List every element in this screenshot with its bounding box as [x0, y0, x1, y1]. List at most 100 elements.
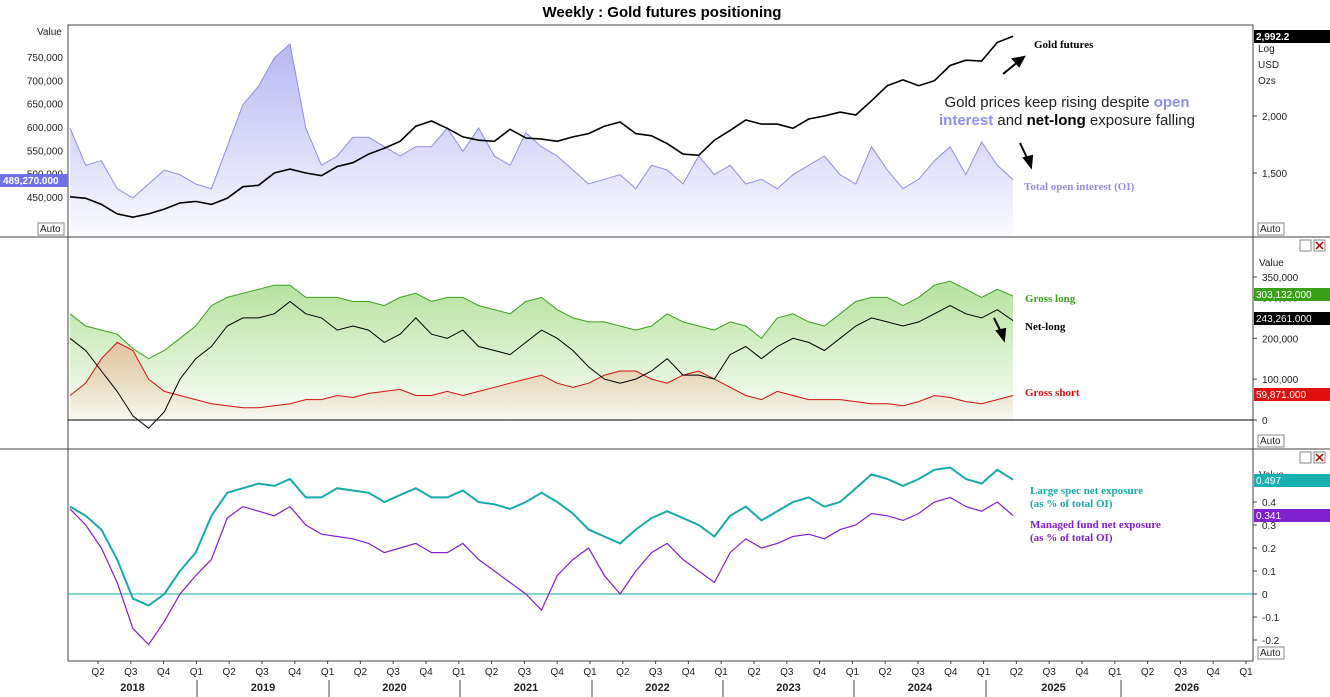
panel-bottom-frame: [67, 448, 1254, 662]
x-quarter-label: Q1: [715, 667, 729, 678]
p3-ls-tag: 0.497: [1256, 476, 1281, 487]
p3-restore-button[interactable]: [1299, 451, 1312, 464]
x-quarter-label: Q3: [780, 667, 794, 678]
note-text-3: exposure falling: [1090, 112, 1195, 129]
p1-auto-label-right: Auto: [1260, 224, 1281, 235]
x-quarter-label: Q2: [354, 667, 368, 678]
oi-area: [70, 44, 1013, 236]
note-bold-netlong: net-long: [1027, 112, 1086, 129]
x-quarter-label: Q2: [879, 667, 893, 678]
p1-auto-label: Auto: [40, 224, 61, 235]
p2-long-tag: 303,132.000: [1256, 290, 1312, 301]
gross-short-line: [69, 341, 1014, 409]
x-year-label: 2019: [251, 682, 275, 694]
x-year-label: 2025: [1041, 682, 1065, 694]
p3-window-buttons[interactable]: [1299, 451, 1326, 464]
ann-gross-long: Gross long: [1025, 293, 1076, 305]
x-quarter-label: Q2: [223, 667, 237, 678]
p1-scale-log: Log: [1258, 44, 1275, 55]
close-icon: [1315, 241, 1324, 250]
x-year-label: 2021: [514, 682, 538, 694]
x-quarter-label: Q1: [846, 667, 860, 678]
ann-net-long: Net-long: [1025, 321, 1066, 333]
p1-auto-button-right[interactable]: [1257, 222, 1285, 236]
p2-auto-button[interactable]: [1257, 434, 1285, 448]
x-quarter-label: Q3: [1043, 667, 1057, 678]
p1-left-tick-label: 600,000: [27, 123, 64, 134]
x-quarter-label: Q1: [1239, 667, 1253, 678]
p2-tick-label: 0: [1262, 416, 1268, 427]
x-quarter-label: Q2: [91, 667, 105, 678]
x-year-label: 2023: [776, 682, 800, 694]
p2-axis-title: Value: [1259, 258, 1284, 269]
panel-frames: [0, 24, 1330, 662]
x-quarter-label: Q4: [682, 667, 696, 678]
p3-auto-button[interactable]: [1257, 646, 1285, 660]
p1-right-axis: 1,500 2,000: [1253, 112, 1287, 180]
note-text-1: Gold prices keep rising despite: [944, 94, 1149, 111]
p1-axis-title: Value: [37, 27, 62, 38]
p3-tick-label: 0: [1262, 590, 1268, 601]
p3-tick-label: -0.1: [1262, 613, 1280, 624]
p1-left-tick-label: 450,000: [27, 193, 64, 204]
x-year-label: 2024: [908, 682, 933, 694]
panel-middle-plot: [68, 280, 1253, 429]
p1-left-tick-label: 700,000: [27, 76, 64, 87]
x-quarter-label: Q1: [190, 667, 204, 678]
ann-gold-futures: Gold futures: [1034, 39, 1094, 51]
p3-mf-tag-bg: [1254, 509, 1330, 522]
x-quarter-label: Q4: [1207, 667, 1221, 678]
x-year-label: 2026: [1175, 682, 1199, 694]
managed-fund-line: [69, 496, 1014, 646]
ann-large-spec-1: Large spec net exposure: [1030, 485, 1143, 497]
x-quarter-label: Q2: [1010, 667, 1024, 678]
ann-managed-1: Managed fund net exposure: [1030, 519, 1161, 531]
p2-tick-label: 200,000: [1262, 334, 1299, 345]
arrow-oi-icon: [1019, 142, 1034, 170]
p2-tick-label: 350,000: [1262, 273, 1299, 284]
p3-tick-label: 0.2: [1262, 544, 1276, 555]
p1-oi-tag: 489,270.000: [3, 176, 59, 187]
x-quarter-label: Q2: [616, 667, 630, 678]
p1-right-tick-label: 1,500: [1262, 169, 1287, 180]
x-quarter-label: Q2: [485, 667, 499, 678]
ann-managed-2: (as % of total OI): [1030, 532, 1113, 544]
x-year-label: 2020: [382, 682, 406, 694]
x-quarter-label: Q1: [1108, 667, 1122, 678]
x-quarter-label: Q3: [911, 667, 925, 678]
p3-ls-tag-bg: [1254, 474, 1330, 487]
ann-note-line-1: Gold prices keep rising despite open: [944, 94, 1189, 111]
p1-auto-button[interactable]: [37, 222, 65, 236]
p2-restore-button[interactable]: [1299, 239, 1312, 252]
p2-net-tag: 243,261.000: [1256, 314, 1312, 325]
x-quarter-label: Q1: [452, 667, 466, 678]
p3-tick-label: -0.2: [1262, 636, 1280, 647]
p3-auto-label: Auto: [1260, 648, 1281, 659]
note-text-and: and: [997, 112, 1022, 129]
x-quarter-label: Q4: [551, 667, 565, 678]
x-quarter-label: Q3: [387, 667, 401, 678]
p1-oi-tag-bg: [0, 174, 68, 187]
note-highlight-interest: interest: [939, 112, 993, 129]
close-icon: [1315, 453, 1324, 462]
gross-long-area: [70, 281, 1013, 420]
x-quarter-label: Q2: [1141, 667, 1155, 678]
p2-tick-label: 100,000: [1262, 375, 1299, 386]
p1-scale-ozs: Ozs: [1258, 76, 1276, 87]
chart-title: Weekly : Gold futures positioning: [543, 4, 782, 21]
x-quarter-label: Q4: [419, 667, 433, 678]
large-spec-line: [69, 466, 1014, 607]
arrow-gold-futures-icon: [1002, 55, 1026, 75]
x-year-label: 2018: [120, 682, 144, 694]
ann-large-spec-2: (as % of total OI): [1030, 498, 1113, 510]
p3-tick-label: 0.1: [1262, 567, 1276, 578]
x-quarter-label: Q1: [583, 667, 597, 678]
gold-price-line: [69, 35, 1014, 219]
arrow-net-long-icon: [993, 317, 1007, 343]
gross-long-line: [69, 280, 1014, 360]
x-quarter-label: Q3: [518, 667, 532, 678]
p2-window-buttons[interactable]: [1299, 239, 1326, 252]
p1-scale-usd: USD: [1258, 60, 1279, 71]
x-quarter-label: Q2: [747, 667, 761, 678]
